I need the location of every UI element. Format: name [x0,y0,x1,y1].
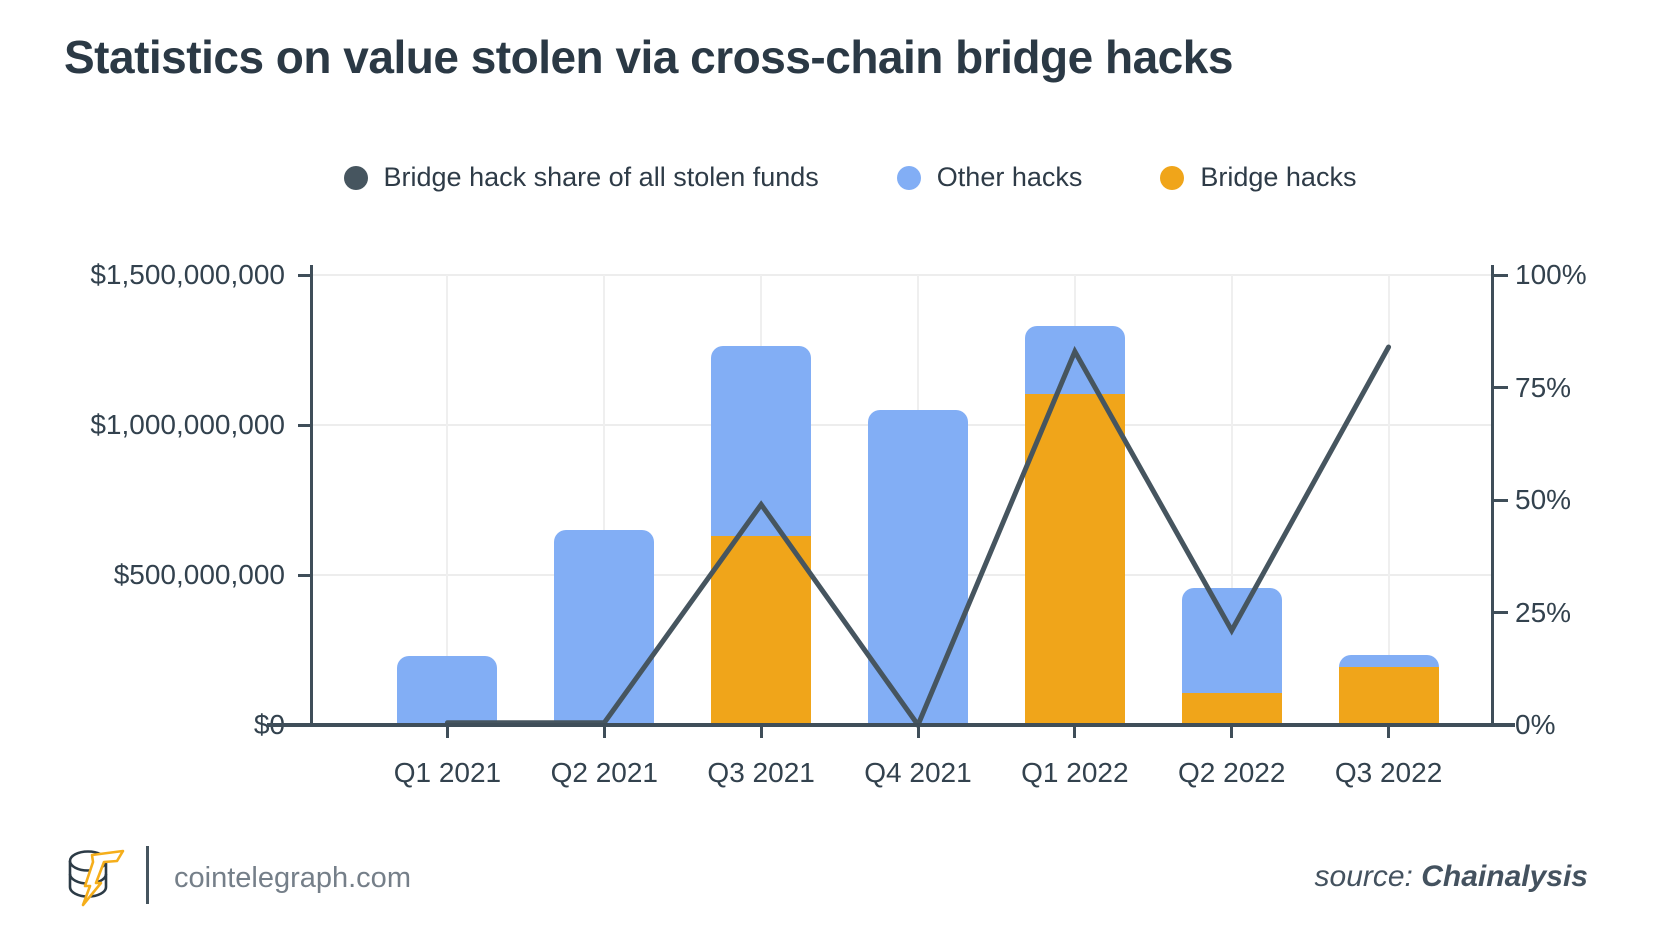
left-axis-tick [298,273,312,277]
source-label: source: [1314,860,1413,893]
bar-segment-other-hacks [1181,587,1282,693]
x-axis-line [267,723,1515,727]
bar-segment-other-hacks [711,345,812,536]
x-axis-label: Q1 2021 [393,757,502,788]
page-title: Statistics on value stolen via cross-cha… [64,31,1233,83]
footer-divider [146,846,149,904]
bar-segment-bridge-hacks [1338,666,1439,725]
bar-segment-other-hacks [868,410,968,725]
x-axis-tick [1073,725,1077,738]
right-axis-line [1491,265,1494,725]
source-name: Chainalysis [1421,860,1588,893]
right-axis-label: 0% [1515,709,1556,740]
right-axis-label: 25% [1515,596,1572,628]
x-axis-label: Q2 2022 [1177,757,1286,788]
circle-dot-icon [343,165,368,190]
x-axis-label: Q3 2022 [1334,757,1443,788]
right-axis-label: 100% [1515,259,1587,290]
stacked-bar-q3-2021 [711,345,812,725]
bar-segment-bridge-hacks [711,536,812,725]
y-gridline [312,274,1493,276]
x-axis-tick [759,725,763,738]
stacked-bar-q3-2022 [1338,654,1439,725]
x-axis-tick [445,725,449,738]
left-axis-label: $1,000,000,000 [90,409,285,440]
stacked-bar-q4-2021 [868,410,968,725]
legend-item-bridge-hacks: Bridge hacks [1160,162,1356,193]
brand-name: cointelegraph.com [174,862,411,894]
stacked-bar-q1-2021 [397,656,498,725]
x-axis-tick [602,725,606,738]
circle-dot-icon [1160,165,1185,190]
bar-segment-other-hacks [1338,654,1439,667]
source-credit: source: Chainalysis [1315,860,1588,894]
x-axis-label: Q2 2021 [550,757,658,788]
legend-label: Other hacks [936,162,1083,192]
right-axis-tick [1493,498,1508,502]
left-axis-tick [298,423,312,427]
x-axis-label: Q1 2022 [1021,757,1129,788]
left-axis-line [310,265,313,725]
bar-segment-bridge-hacks [1024,393,1125,725]
right-axis-label: 75% [1515,371,1572,403]
chart-legend: Bridge hack share of all stolen funds Ot… [260,162,1440,193]
right-axis-tick [1493,611,1508,614]
bar-segment-bridge-hacks [1181,692,1282,725]
x-axis-label: Q3 2021 [707,757,815,788]
bar-segment-other-hacks [554,530,655,725]
legend-item-other-hacks: Other hacks [896,162,1083,193]
legend-label: Bridge hack share of all stolen funds [383,162,819,192]
stacked-bar-q2-2022 [1181,587,1282,725]
stacked-bar-q2-2021 [554,530,655,725]
right-axis-tick [1493,386,1508,389]
stacked-bar-q1-2022 [1024,326,1125,725]
coin-stack-lightning-icon [68,849,125,907]
right-axis-tick [1493,273,1508,277]
legend-label: Bridge hacks [1200,162,1357,192]
bar-segment-other-hacks [397,656,498,725]
left-axis-label: $1,500,000,000 [90,259,285,290]
bar-segment-other-hacks [1024,326,1125,394]
x-axis-tick [1230,725,1234,738]
circle-dot-icon [896,165,921,190]
left-axis-tick [298,573,312,577]
right-axis-label: 50% [1515,484,1572,515]
legend-item-share: Bridge hack share of all stolen funds [343,162,819,193]
x-axis-tick [916,725,920,738]
left-axis-label: $500,000,000 [113,559,285,590]
x-axis-label: Q4 2021 [864,757,972,788]
x-axis-tick [1387,725,1391,738]
left-axis-label: $0 [253,709,285,740]
